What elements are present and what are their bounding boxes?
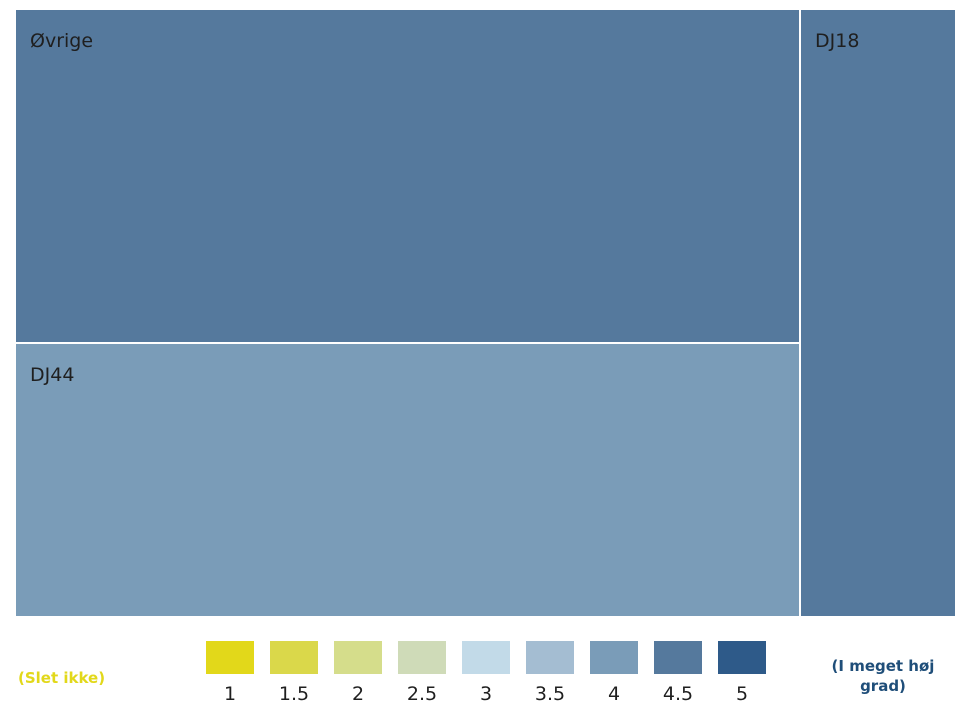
legend-swatch bbox=[526, 641, 574, 674]
legend-tick-label: 2.5 bbox=[406, 683, 438, 701]
legend-min-label: (Slet ikke) bbox=[18, 669, 106, 687]
legend-max-label: (I meget høj grad) bbox=[831, 657, 935, 695]
legend-tick-label: 1.5 bbox=[278, 683, 310, 701]
legend-swatch bbox=[398, 641, 446, 674]
legend-swatch bbox=[654, 641, 702, 674]
treemap-tile-dj18[interactable]: DJ18 bbox=[801, 10, 955, 616]
legend-swatch bbox=[718, 641, 766, 674]
legend-tick-label: 3.5 bbox=[534, 683, 566, 701]
legend-swatch bbox=[590, 641, 638, 674]
legend-tick-label: 3 bbox=[479, 683, 493, 701]
legend-tick-label: 5 bbox=[735, 683, 749, 701]
treemap-tile-label: DJ18 bbox=[815, 30, 860, 52]
legend-swatch bbox=[334, 641, 382, 674]
treemap-tile-dj44[interactable]: DJ44 bbox=[16, 344, 799, 616]
legend-tick-label: 1 bbox=[223, 683, 237, 701]
treemap-tile-label: Øvrige bbox=[30, 30, 94, 52]
legend-tick-label: 4 bbox=[607, 683, 621, 701]
legend-swatch bbox=[270, 641, 318, 674]
legend-swatch bbox=[206, 641, 254, 674]
legend-swatch bbox=[462, 641, 510, 674]
treemap-tile--vrige[interactable]: Øvrige bbox=[16, 10, 799, 342]
legend-tick-label: 2 bbox=[351, 683, 365, 701]
legend-tick-label: 4.5 bbox=[662, 683, 694, 701]
treemap-tile-label: DJ44 bbox=[30, 364, 75, 386]
